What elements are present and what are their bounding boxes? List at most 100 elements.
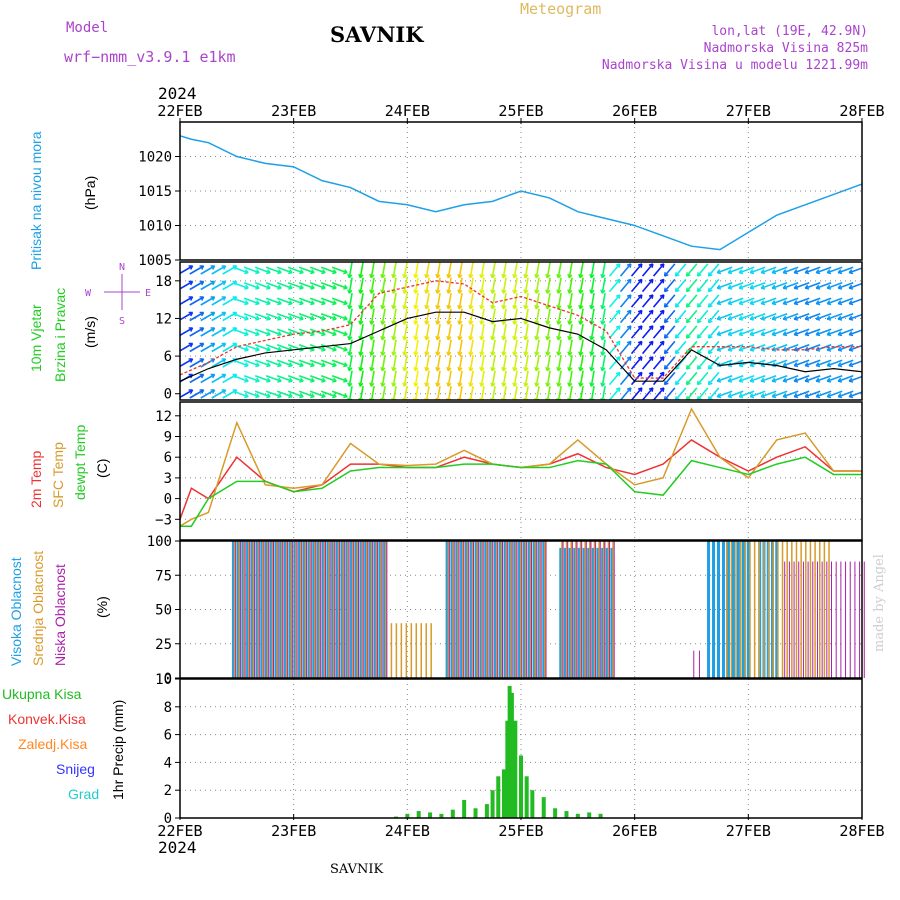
wind-arrow	[265, 375, 282, 382]
wind-arrow	[685, 371, 698, 386]
wind-arrow	[568, 262, 573, 279]
wind-arrow	[232, 282, 249, 289]
wind-arrow	[749, 297, 766, 305]
wind-arrow-head	[436, 320, 441, 325]
wind-arrow-head	[805, 365, 810, 368]
wind-arrow-head	[648, 387, 654, 390]
wind-arrow-head	[567, 397, 570, 400]
wind-arrow-head	[816, 272, 821, 275]
wind-arrow-head	[381, 382, 386, 387]
wind-arrow-head	[278, 284, 282, 289]
wind-arrow	[381, 339, 386, 356]
wind-arrow-head	[601, 336, 606, 341]
wind-arrow	[524, 262, 529, 279]
wind-arrow	[579, 354, 584, 372]
wind-arrow	[826, 344, 843, 351]
wind-arrow	[619, 294, 632, 308]
wind-arrow-head	[664, 367, 669, 370]
wind-arrow	[480, 262, 485, 279]
wind-arrow	[608, 387, 621, 400]
wind-arrow	[276, 375, 293, 382]
wind-arrow	[535, 277, 540, 294]
wind-arrow	[608, 263, 621, 277]
wind-arrow	[815, 282, 832, 289]
wind-arrow	[652, 278, 665, 293]
wind-arrow-head	[794, 365, 799, 368]
wind-arrow-head	[675, 289, 680, 293]
wind-arrow	[189, 342, 205, 353]
wind-arrow	[502, 339, 507, 356]
wind-arrow-head	[447, 336, 452, 341]
wind-arrow-head	[425, 351, 430, 356]
wind-arrow-head	[739, 334, 744, 337]
precip-bar	[484, 804, 489, 818]
wind-arrow	[232, 375, 249, 382]
wind-arrow-head	[524, 351, 529, 356]
wind-arrow-head	[278, 300, 282, 305]
model-label: Model	[66, 20, 109, 36]
wind-arrow-head	[447, 289, 452, 294]
wind-arrow-head	[413, 397, 416, 400]
wind-arrow-head	[772, 303, 777, 306]
wind-arrow	[535, 292, 540, 310]
wind-arrow-head	[414, 305, 419, 310]
wind-arrow	[749, 282, 766, 289]
wind-arrow	[716, 390, 733, 398]
wind-arrow	[771, 313, 788, 320]
wind-arrow	[211, 342, 227, 353]
wind-arrow	[707, 309, 720, 324]
wind-arrow	[436, 339, 441, 356]
wind-arrow-head	[370, 382, 375, 387]
precip-bar	[501, 769, 506, 818]
wind-arrow	[535, 323, 540, 341]
wind-arrow-head	[579, 320, 584, 325]
wind-arrow	[760, 375, 777, 382]
wind-arrow	[370, 308, 375, 325]
wind-arrow	[320, 266, 337, 274]
wind-arrow-head	[568, 336, 573, 341]
top-year-label: 2024	[158, 84, 197, 103]
wind-arrow	[200, 311, 216, 322]
wind-arrow-head	[381, 351, 386, 356]
wind-arrow	[815, 313, 832, 320]
wind-arrow	[200, 389, 216, 399]
wind-arrow-head	[436, 305, 441, 310]
wind-arrow-head	[579, 382, 584, 387]
wind-arrow-head	[278, 362, 282, 367]
wind-arrow	[436, 323, 441, 341]
wind-arrow-head	[458, 336, 463, 341]
wind-arrow	[727, 328, 744, 336]
wind-arrow-head	[447, 367, 452, 372]
wind-arrow	[760, 344, 777, 351]
wind-arrow	[211, 327, 227, 337]
wind-arrow-head	[436, 351, 441, 356]
wind-arrow-head	[686, 305, 691, 308]
wind-arrow-head	[615, 325, 621, 328]
wind-arrow-head	[469, 320, 474, 325]
wind-arrow-head	[359, 351, 364, 356]
wind-arrow	[232, 297, 249, 305]
wind-arrow-head	[750, 303, 755, 306]
wind-arrow-head	[626, 325, 632, 328]
wind-arrow	[826, 390, 843, 398]
wind-arrow-head	[816, 318, 821, 321]
wind-arrow	[579, 308, 584, 325]
wind-arrow-head	[344, 393, 348, 398]
wind-arrow	[793, 375, 810, 382]
wind-arrow-head	[601, 351, 606, 356]
wind-arrow-head	[739, 272, 744, 275]
wind-arrow	[793, 328, 810, 336]
wind-arrow-head	[333, 300, 337, 305]
wind-arrow-head	[659, 325, 665, 328]
wind-arrow-head	[344, 315, 348, 320]
footer-station: SAVNIK	[330, 862, 384, 877]
wind-arrow-head	[333, 377, 337, 382]
wind-arrow-head	[579, 274, 584, 279]
wind-arrow	[815, 359, 832, 367]
wind-arrow-head	[783, 272, 788, 275]
wind-arrow	[469, 308, 474, 325]
wind-arrow	[320, 313, 337, 320]
wind-arrow-head	[838, 287, 843, 290]
wind-arrow-head	[491, 351, 496, 356]
wind-arrow	[414, 354, 419, 372]
